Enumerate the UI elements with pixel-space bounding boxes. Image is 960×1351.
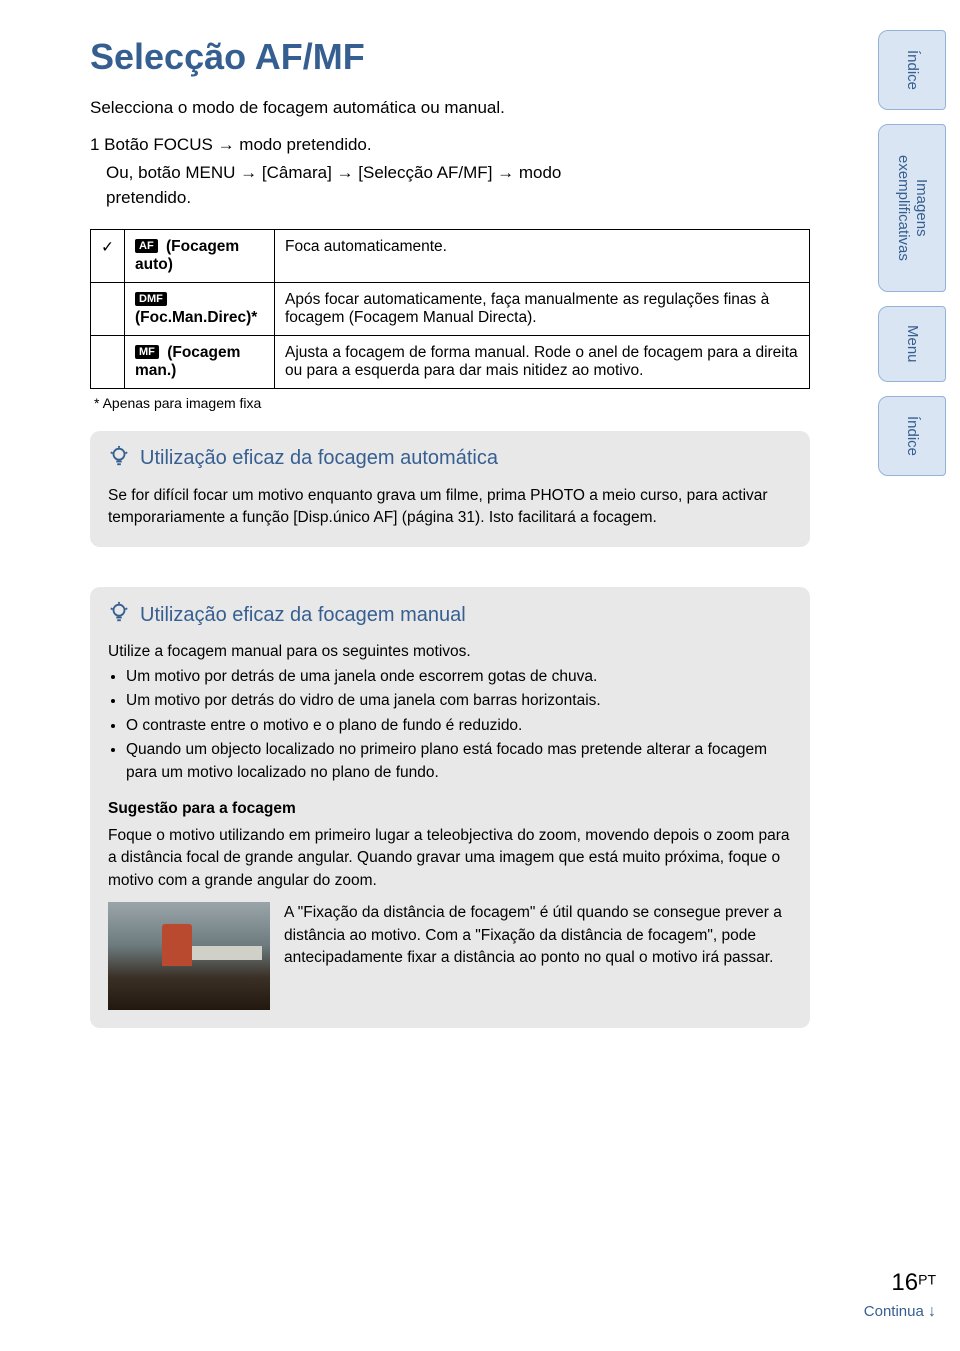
instruction-steps: 1 Botão FOCUS → modo pretendido. Ou, bot… <box>90 132 810 211</box>
check-cell <box>91 282 125 335</box>
sidetab-menu[interactable]: Menu <box>878 306 946 382</box>
mode-cell: MF (Focagem man.) <box>125 335 275 388</box>
page-title: Selecção AF/MF <box>90 36 810 78</box>
list-item: Um motivo por detrás de uma janela onde … <box>126 666 792 688</box>
tip2-heading: Utilização eficaz da focagem manual <box>140 604 466 627</box>
check-cell <box>91 335 125 388</box>
step2-a: Ou, botão MENU <box>106 163 240 182</box>
tipbox-manual-focus: Utilização eficaz da focagem manual Util… <box>90 587 810 1028</box>
continue-link[interactable]: Continua ↓ <box>864 1303 936 1321</box>
mode-badge-icon: DMF <box>135 292 167 306</box>
step2-c: [Selecção AF/MF] <box>354 163 498 182</box>
sidetab-label: Menu <box>903 325 921 363</box>
modes-table: ✓AF (Focagem auto)Foca automaticamente.D… <box>90 229 810 389</box>
sidetab-label: Índice <box>903 416 921 456</box>
check-cell: ✓ <box>91 229 125 282</box>
sidetab-indice-bottom[interactable]: Índice <box>878 396 946 476</box>
step1-prefix: 1 Botão FOCUS <box>90 135 218 154</box>
desc-cell: Foca automaticamente. <box>275 229 810 282</box>
list-item: Quando um objecto localizado no primeiro… <box>126 739 792 784</box>
tip2-bullets: Um motivo por detrás de uma janela onde … <box>108 666 792 784</box>
page-number: 16 <box>891 1269 918 1296</box>
arrow-icon: → <box>218 132 235 158</box>
tip2-intro: Utilize a focagem manual para os seguint… <box>108 641 792 663</box>
arrow-down-icon: ↓ <box>928 1303 936 1320</box>
continue-label: Continua <box>864 1303 928 1320</box>
table-footnote: * Apenas para imagem fixa <box>90 395 810 411</box>
train-image <box>108 902 270 1010</box>
page-footer: 16PT Continua ↓ <box>864 1269 936 1321</box>
tip2-img-caption: A "Fixação da distância de focagem" é út… <box>284 902 792 1010</box>
page-suffix: PT <box>918 1271 936 1287</box>
table-row: DMF (Foc.Man.Direc)*Após focar automatic… <box>91 282 810 335</box>
tip2-sub-body: Foque o motivo utilizando em primeiro lu… <box>108 825 792 892</box>
table-row: MF (Focagem man.)Ajusta a focagem de for… <box>91 335 810 388</box>
arrow-icon: → <box>497 160 514 186</box>
tip1-heading: Utilização eficaz da focagem automática <box>140 447 498 470</box>
table-row: ✓AF (Focagem auto)Foca automaticamente. <box>91 229 810 282</box>
sidetab-indice-top[interactable]: Índice <box>878 30 946 110</box>
sidetab-imagens[interactable]: Imagens exemplificativas <box>878 124 946 292</box>
step2-d: modo <box>514 163 561 182</box>
tipbox-auto-focus: Utilização eficaz da focagem automática … <box>90 431 810 548</box>
step1-suffix: modo pretendido. <box>235 135 372 154</box>
mode-badge-icon: MF <box>135 345 159 359</box>
arrow-icon: → <box>337 160 354 186</box>
sidetab-label: Índice <box>903 50 921 90</box>
list-item: O contraste entre o motivo e o plano de … <box>126 715 792 737</box>
arrow-icon: → <box>240 160 257 186</box>
list-item: Um motivo por detrás do vidro de uma jan… <box>126 690 792 712</box>
mode-cell: DMF (Foc.Man.Direc)* <box>125 282 275 335</box>
mode-badge-icon: AF <box>135 239 158 253</box>
sidetab-label: Imagens exemplificativas <box>894 135 930 281</box>
desc-cell: Após focar automaticamente, faça manualm… <box>275 282 810 335</box>
lightbulb-icon <box>108 445 132 473</box>
step2-b: [Câmara] <box>257 163 336 182</box>
step2-e: pretendido. <box>106 188 191 207</box>
desc-cell: Ajusta a focagem de forma manual. Rode o… <box>275 335 810 388</box>
mode-label: (Foc.Man.Direc)* <box>135 309 257 326</box>
tip2-subheading: Sugestão para a focagem <box>108 798 792 820</box>
intro-text: Selecciona o modo de focagem automática … <box>90 98 810 118</box>
tip1-body: Se for difícil focar um motivo enquanto … <box>108 485 792 530</box>
lightbulb-icon <box>108 601 132 629</box>
mode-cell: AF (Focagem auto) <box>125 229 275 282</box>
